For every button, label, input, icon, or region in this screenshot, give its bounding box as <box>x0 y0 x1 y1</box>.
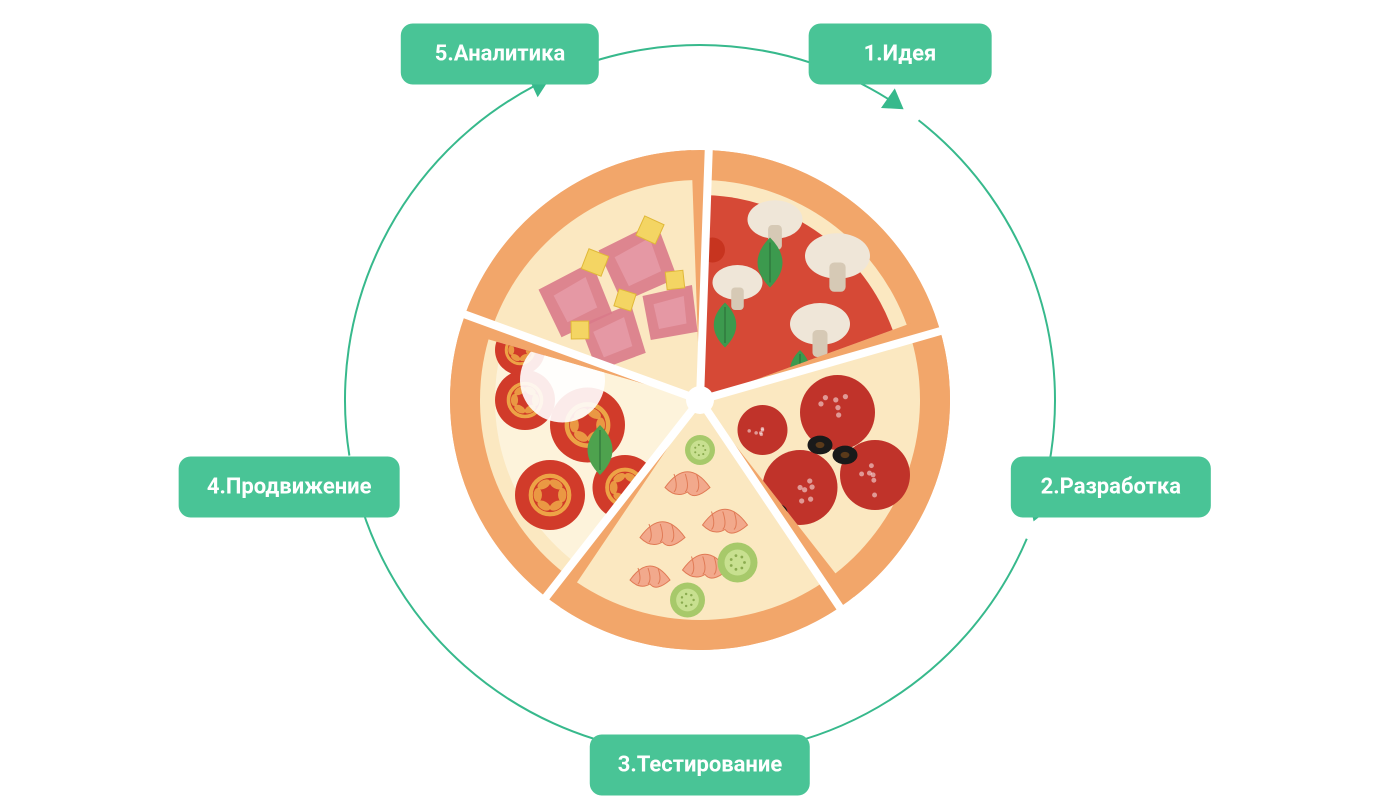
step-4-label: 4.Продвижение <box>207 475 372 500</box>
pizza-icon <box>450 150 950 650</box>
step-1-node: 1.Идея <box>809 23 992 84</box>
step-2-node: 2.Разработка <box>1011 457 1211 518</box>
step-3-node: 3.Тестирование <box>590 735 810 796</box>
diagram-canvas <box>0 0 1400 800</box>
cycle-diagram: 1.Идея 2.Разработка 3.Тестирование 4.Продви… <box>0 0 1400 800</box>
step-3-label: 3.Тестирование <box>618 753 782 778</box>
step-1-label: 1.Идея <box>864 41 937 66</box>
step-2-label: 2.Разработка <box>1041 475 1181 500</box>
cycle-arrowhead-icon <box>881 88 904 109</box>
step-5-label: 5.Аналитика <box>435 41 565 66</box>
step-5-node: 5.Аналитика <box>401 23 599 84</box>
step-4-node: 4.Продвижение <box>179 457 400 518</box>
